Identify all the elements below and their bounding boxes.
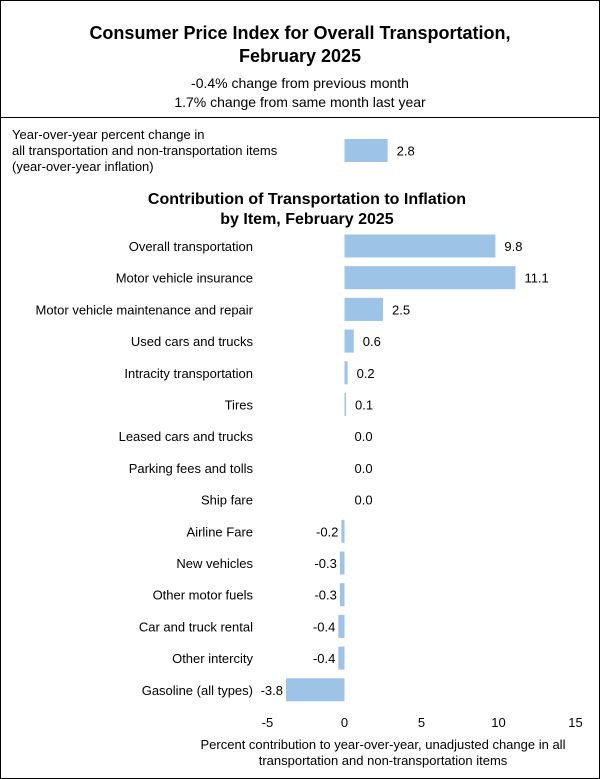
monthly-change-text: -0.4% change from previous month xyxy=(191,75,409,91)
category-label: New vehicles xyxy=(176,556,253,571)
yearly-change-text: 1.7% change from same month last year xyxy=(174,94,426,110)
bar-value-label: 0.0 xyxy=(355,493,373,508)
section-title-line: by Item, February 2025 xyxy=(220,211,394,228)
top-bar xyxy=(344,139,388,162)
category-label: Car and truck rental xyxy=(139,619,253,634)
bar xyxy=(341,519,345,543)
chart-title-line-1: Consumer Price Index for Overall Transpo… xyxy=(89,23,511,43)
category-label: Airline Fare xyxy=(187,524,253,539)
bar xyxy=(344,297,383,321)
x-tick-label: 10 xyxy=(491,715,505,730)
bar xyxy=(344,393,347,416)
bar xyxy=(339,551,345,575)
section-title-line: Contribution of Transportation to Inflat… xyxy=(148,191,466,208)
category-label: Leased cars and trucks xyxy=(119,429,254,444)
chart-title: Consumer Price Index for Overall Transpo… xyxy=(1,22,599,68)
top-bar-label-line: Year-over-year percent change in xyxy=(12,127,204,142)
category-label: Overall transportation xyxy=(129,239,253,254)
bar-value-label: -3.8 xyxy=(261,683,283,698)
category-label: Ship fare xyxy=(201,493,253,508)
bar-value-label: -0.4 xyxy=(313,619,335,634)
bar xyxy=(344,266,516,290)
x-tick-label: 15 xyxy=(568,715,582,730)
category-label: Tires xyxy=(225,398,254,413)
bar xyxy=(339,583,345,607)
bar-value-label: 2.5 xyxy=(392,302,410,317)
bar-value-label: 11.1 xyxy=(524,271,548,286)
chart-header: Consumer Price Index for Overall Transpo… xyxy=(1,1,599,118)
bar xyxy=(285,678,345,702)
bar-value-label: -0.3 xyxy=(314,588,336,603)
category-label: Used cars and trucks xyxy=(131,334,254,349)
bar-value-label: -0.3 xyxy=(314,556,336,571)
category-label: Parking fees and tolls xyxy=(129,461,254,476)
category-label: Gasoline (all types) xyxy=(142,683,253,698)
bar xyxy=(338,646,345,670)
bar xyxy=(338,614,345,638)
bar-value-label: 9.8 xyxy=(504,239,522,254)
bar xyxy=(344,329,354,353)
x-axis-label-line: Percent contribution to year-over-year, … xyxy=(201,737,566,752)
bar-value-label: 0.6 xyxy=(363,334,381,349)
category-label: Other intercity xyxy=(172,651,253,666)
bar xyxy=(344,234,496,258)
category-label: Other motor fuels xyxy=(153,588,254,603)
bar-value-label: -0.4 xyxy=(313,651,335,666)
category-label: Intracity transportation xyxy=(124,366,253,381)
x-tick-label: 0 xyxy=(341,715,348,730)
bar-value-label: 0.2 xyxy=(357,366,375,381)
category-label: Motor vehicle insurance xyxy=(116,271,253,286)
chart-title-line-2: February 2025 xyxy=(238,46,362,66)
chart-subtitle: -0.4% change from previous month 1.7% ch… xyxy=(1,74,599,112)
top-bar-value-label: 2.8 xyxy=(397,144,415,159)
bar-value-label: 0.0 xyxy=(355,461,373,476)
category-label: Motor vehicle maintenance and repair xyxy=(35,302,253,317)
top-bar-label-line: (year-over-year inflation) xyxy=(12,159,154,174)
bar xyxy=(344,361,348,385)
top-bar-label-line: all transportation and non-transportatio… xyxy=(12,143,278,158)
x-tick-label: 5 xyxy=(418,715,425,730)
bar-value-label: 0.0 xyxy=(355,429,373,444)
bar-value-label: -0.2 xyxy=(316,524,338,539)
x-axis-label-line: transportation and non-transportation it… xyxy=(259,753,508,768)
x-tick-label: -5 xyxy=(262,715,274,730)
bar-value-label: 0.1 xyxy=(355,398,373,413)
